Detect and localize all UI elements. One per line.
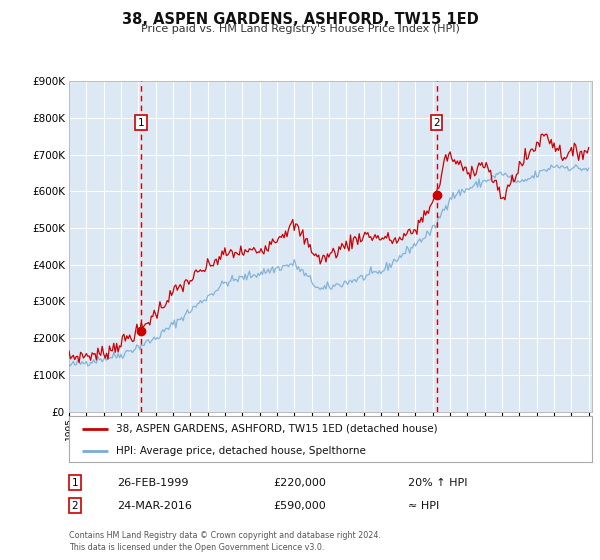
Text: ≈ HPI: ≈ HPI bbox=[408, 501, 439, 511]
Text: 38, ASPEN GARDENS, ASHFORD, TW15 1ED (detached house): 38, ASPEN GARDENS, ASHFORD, TW15 1ED (de… bbox=[116, 424, 438, 434]
Text: 2: 2 bbox=[71, 501, 79, 511]
Text: HPI: Average price, detached house, Spelthorne: HPI: Average price, detached house, Spel… bbox=[116, 446, 366, 455]
Text: £220,000: £220,000 bbox=[273, 478, 326, 488]
Text: 38, ASPEN GARDENS, ASHFORD, TW15 1ED: 38, ASPEN GARDENS, ASHFORD, TW15 1ED bbox=[122, 12, 478, 27]
Text: £590,000: £590,000 bbox=[273, 501, 326, 511]
Text: Contains HM Land Registry data © Crown copyright and database right 2024.
This d: Contains HM Land Registry data © Crown c… bbox=[69, 531, 381, 552]
Text: 1: 1 bbox=[71, 478, 79, 488]
Text: 1: 1 bbox=[137, 118, 144, 128]
Text: 26-FEB-1999: 26-FEB-1999 bbox=[117, 478, 188, 488]
Text: Price paid vs. HM Land Registry's House Price Index (HPI): Price paid vs. HM Land Registry's House … bbox=[140, 24, 460, 34]
Text: 2: 2 bbox=[433, 118, 440, 128]
Text: 24-MAR-2016: 24-MAR-2016 bbox=[117, 501, 192, 511]
Text: 20% ↑ HPI: 20% ↑ HPI bbox=[408, 478, 467, 488]
